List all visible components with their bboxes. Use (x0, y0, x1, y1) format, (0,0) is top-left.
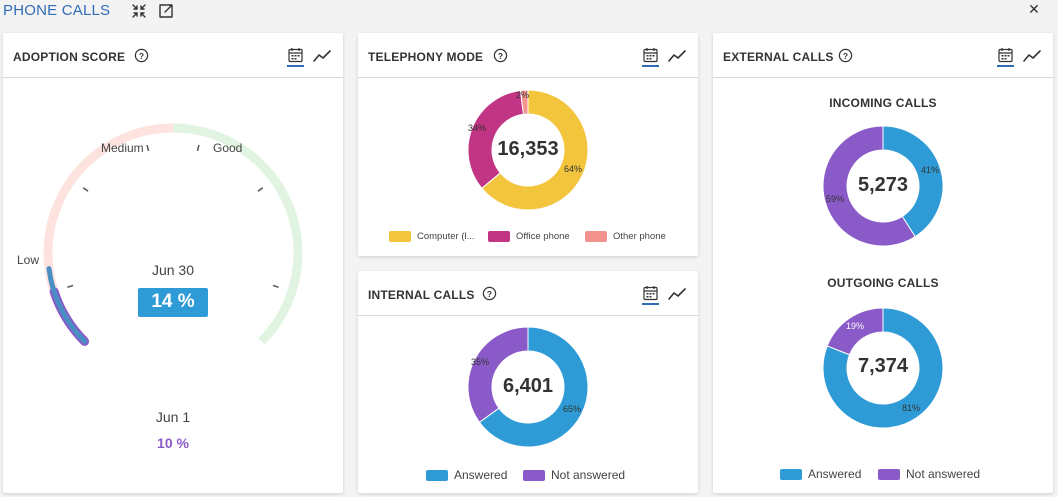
top-bar: PHONE CALLS ✕ (0, 0, 1058, 24)
telephony-donut (467, 89, 589, 211)
current-date: Jun 30 (151, 262, 195, 278)
legend-item-other-phone[interactable]: Other phone (585, 231, 666, 242)
trend-line-icon[interactable] (668, 286, 686, 302)
donut-slice-answered[interactable] (478, 326, 589, 448)
legend-swatch (878, 468, 900, 480)
pct-label-not-answered: 35% (471, 357, 490, 367)
close-icon[interactable]: ✕ (1028, 1, 1040, 17)
help-icon[interactable]: ? (134, 48, 149, 63)
legend-label: Answered (808, 467, 862, 481)
card-header: ADOPTION SCORE ? (3, 33, 343, 78)
outgoing-calls-title: OUTGOING CALLS (827, 276, 939, 290)
card-header: TELEPHONY MODE ? (358, 33, 698, 78)
open-external-icon[interactable] (157, 2, 175, 20)
incoming-calls-donut (822, 125, 944, 247)
help-icon[interactable]: ? (838, 48, 853, 63)
legend-swatch (523, 469, 545, 481)
collapse-icon[interactable] (130, 2, 148, 20)
previous-date: Jun 1 (155, 409, 191, 425)
calendar-icon[interactable] (997, 47, 1014, 67)
card-title: EXTERNAL CALLS (723, 50, 834, 64)
legend-label: Answered (454, 468, 508, 482)
svg-text:?: ? (498, 51, 503, 61)
pct-label-office: 34% (468, 123, 487, 133)
outgoing-calls-donut (822, 307, 944, 429)
donut-slice-not-answered[interactable] (467, 326, 529, 423)
legend-swatch (426, 469, 448, 481)
svg-text:?: ? (843, 51, 848, 61)
help-icon[interactable]: ? (482, 286, 497, 301)
gauge-label-good: Good (213, 141, 243, 155)
card-header: INTERNAL CALLS ? (358, 271, 698, 316)
legend-label: Office phone (516, 231, 570, 242)
internal-calls-card: INTERNAL CALLS ? 6,401 35% 65% Answered … (358, 271, 698, 493)
donut-slice-not-answered[interactable] (822, 125, 916, 247)
pct-label-not-answered: 59% (826, 194, 845, 204)
legend-item-computer[interactable]: Computer (l... (389, 231, 475, 242)
legend-label: Not answered (551, 468, 626, 482)
pct-label-other: 2% (516, 90, 530, 100)
donut-slice-not-answered[interactable] (826, 307, 884, 356)
legend-swatch (389, 231, 411, 242)
legend-swatch (488, 231, 510, 242)
previous-score: 10 % (157, 435, 189, 451)
donut-total: 16,353 (497, 138, 559, 160)
card-title: TELEPHONY MODE (368, 50, 484, 64)
legend-item-not-answered[interactable]: Not answered (878, 467, 980, 481)
gauge-label-low: Low (17, 253, 40, 267)
gauge-ticks (67, 144, 279, 289)
legend-label: Other phone (613, 231, 666, 242)
svg-text:?: ? (487, 289, 492, 299)
donut-slice-answered[interactable] (822, 307, 944, 429)
help-icon[interactable]: ? (493, 48, 508, 63)
external-calls-card: EXTERNAL CALLS ? INCOMING CALLS 5,273 41… (713, 33, 1053, 493)
legend-label: Not answered (906, 467, 981, 481)
calendar-icon[interactable] (642, 285, 659, 305)
donut-slice-answered[interactable] (882, 125, 944, 238)
calendar-icon[interactable] (642, 47, 659, 67)
legend-item-answered[interactable]: Answered (426, 468, 507, 482)
pct-label-computer: 64% (564, 164, 583, 174)
gauge-tick (196, 144, 200, 152)
gauge-current-arc (46, 266, 88, 344)
legend-item-office-phone[interactable]: Office phone (488, 231, 570, 242)
telephony-mode-card: TELEPHONY MODE ? 16,353 2% 34% 64% Compu… (358, 33, 698, 256)
legend-swatch (780, 468, 802, 480)
pct-label-answered: 81% (902, 403, 921, 413)
gauge-tick (67, 284, 74, 289)
svg-text:?: ? (139, 51, 144, 61)
gauge-label-medium: Medium (101, 141, 144, 155)
incoming-calls-title: INCOMING CALLS (829, 96, 937, 110)
card-title: INTERNAL CALLS (368, 288, 475, 302)
current-score-badge: 14 % (138, 288, 208, 317)
trend-line-icon[interactable] (1023, 48, 1041, 64)
pct-label-not-answered: 19% (846, 321, 865, 331)
donut-total: 6,401 (502, 375, 554, 397)
internal-calls-donut (467, 326, 589, 448)
donut-total: 7,374 (857, 355, 909, 377)
legend-swatch (585, 231, 607, 242)
gauge-tick (82, 187, 89, 192)
pct-label-answered: 41% (921, 165, 940, 175)
gauge-tick (257, 187, 264, 192)
card-title: ADOPTION SCORE (13, 50, 126, 64)
calendar-icon[interactable] (287, 47, 304, 67)
gauge-zone-good (172, 123, 303, 345)
page-title: PHONE CALLS (3, 2, 111, 19)
adoption-score-card: ADOPTION SCORE ? Low Medium Good Jun 30 … (3, 33, 343, 493)
legend-label: Computer (l... (417, 231, 475, 242)
legend-item-answered[interactable]: Answered (780, 467, 861, 481)
trend-line-icon[interactable] (668, 48, 686, 64)
donut-slice-other-phone[interactable] (519, 89, 529, 115)
adoption-gauge (43, 123, 303, 346)
legend-item-not-answered[interactable]: Not answered (523, 468, 625, 482)
gauge-tick (146, 144, 150, 152)
donut-total: 5,273 (857, 174, 909, 196)
gauge-tick (272, 284, 279, 289)
trend-line-icon[interactable] (313, 48, 331, 64)
card-header: EXTERNAL CALLS ? (713, 33, 1053, 78)
pct-label-answered: 65% (563, 404, 582, 414)
donut-slice-computer-l[interactable] (481, 89, 589, 211)
